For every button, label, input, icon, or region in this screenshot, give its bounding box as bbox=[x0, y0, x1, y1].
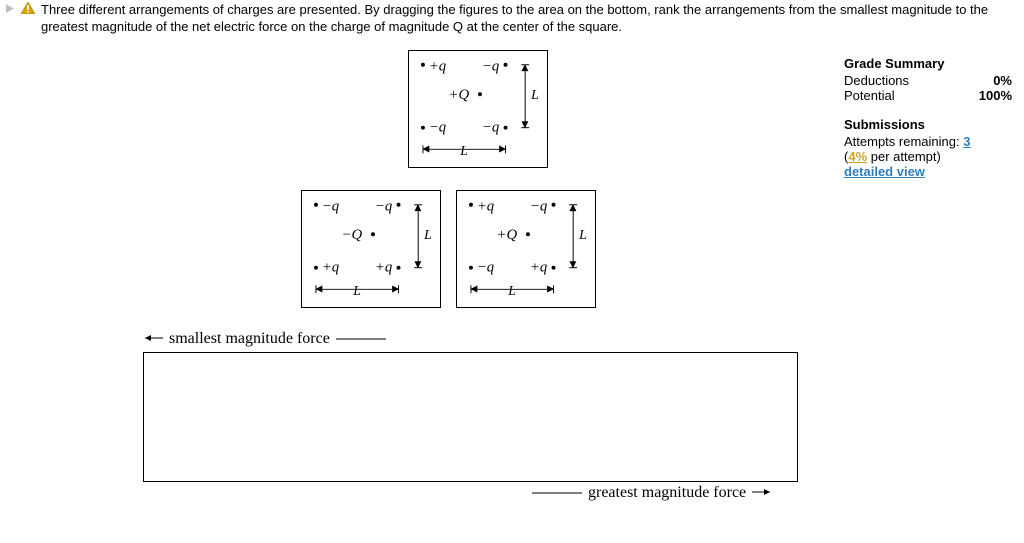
svg-text:−q: −q bbox=[429, 119, 447, 135]
submissions-title: Submissions bbox=[844, 117, 1012, 132]
per-attempt-pct[interactable]: 4% bbox=[848, 149, 867, 164]
svg-text:L: L bbox=[459, 143, 468, 158]
problem-header: Three different arrangements of charges … bbox=[0, 0, 1024, 42]
smallest-label: smallest magnitude force bbox=[169, 330, 330, 348]
greatest-label: greatest magnitude force bbox=[588, 484, 746, 502]
arrow-left-icon bbox=[143, 330, 163, 348]
charge-diagram-1: +q −q +Q −q −q L L bbox=[409, 51, 547, 167]
svg-text:−q: −q bbox=[482, 119, 500, 135]
attempts-count[interactable]: 3 bbox=[963, 134, 970, 149]
svg-text:+Q: +Q bbox=[497, 227, 518, 243]
detailed-view-link[interactable]: detailed view bbox=[844, 164, 925, 179]
svg-text:−q: −q bbox=[530, 198, 548, 214]
attempts-prefix: Attempts remaining: bbox=[844, 134, 963, 149]
potential-value: 100% bbox=[979, 88, 1012, 103]
svg-text:+q: +q bbox=[429, 58, 447, 74]
line-decor bbox=[336, 336, 386, 342]
problem-text: Three different arrangements of charges … bbox=[41, 2, 1020, 36]
play-icon bbox=[4, 2, 15, 17]
svg-text:−q: −q bbox=[477, 259, 495, 275]
attempts-remaining: Attempts remaining: 3 bbox=[844, 134, 1012, 149]
work-area: +q −q +Q −q −q L L bbox=[8, 42, 836, 502]
svg-text:L: L bbox=[530, 87, 539, 102]
deductions-label: Deductions bbox=[844, 73, 909, 88]
per-attempt-suffix: per attempt) bbox=[867, 149, 941, 164]
svg-text:−q: −q bbox=[375, 198, 393, 214]
svg-text:+q: +q bbox=[375, 259, 393, 275]
grade-title: Grade Summary bbox=[844, 56, 1012, 71]
draggable-figure-3[interactable]: +q −q +Q −q +q L L bbox=[456, 190, 596, 308]
svg-text:−q: −q bbox=[322, 198, 340, 214]
ranking-drop-zone[interactable] bbox=[143, 352, 798, 482]
arrow-right-icon bbox=[752, 484, 772, 502]
deductions-value: 0% bbox=[993, 73, 1012, 88]
svg-text:+Q: +Q bbox=[449, 87, 470, 103]
svg-text:+q: +q bbox=[530, 259, 548, 275]
svg-text:−Q: −Q bbox=[342, 227, 363, 243]
svg-text:L: L bbox=[578, 227, 587, 242]
svg-text:L: L bbox=[352, 283, 361, 298]
line-decor bbox=[532, 490, 582, 496]
charge-diagram-3: +q −q +Q −q +q L L bbox=[457, 191, 595, 307]
svg-text:L: L bbox=[507, 283, 516, 298]
svg-text:+q: +q bbox=[477, 198, 495, 214]
draggable-figure-1[interactable]: +q −q +Q −q −q L L bbox=[408, 50, 548, 168]
charge-diagram-2: −q −q −Q +q +q L L bbox=[302, 191, 440, 307]
warning-icon bbox=[21, 2, 35, 17]
svg-text:−q: −q bbox=[482, 58, 500, 74]
per-attempt: (4% per attempt) bbox=[844, 149, 1012, 164]
svg-text:+q: +q bbox=[322, 259, 340, 275]
grade-panel: Grade Summary Deductions 0% Potential 10… bbox=[836, 42, 1016, 179]
draggable-figure-2[interactable]: −q −q −Q +q +q L L bbox=[301, 190, 441, 308]
potential-label: Potential bbox=[844, 88, 895, 103]
svg-text:L: L bbox=[423, 227, 432, 242]
smallest-label-row: smallest magnitude force bbox=[143, 330, 836, 348]
greatest-label-row: greatest magnitude force bbox=[532, 484, 836, 502]
